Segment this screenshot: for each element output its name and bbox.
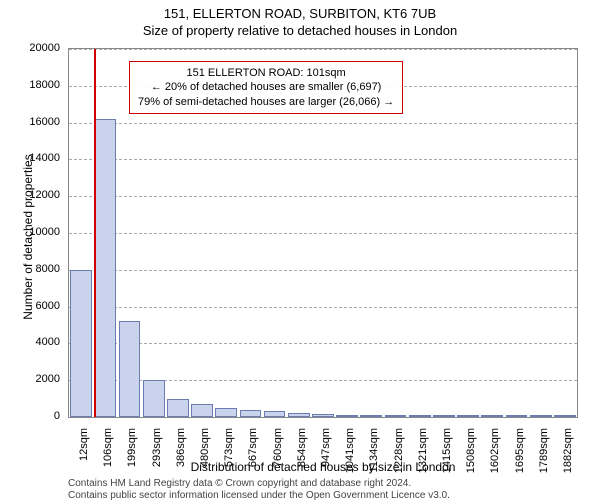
gridline xyxy=(69,270,577,271)
histogram-bar xyxy=(336,415,358,417)
annotation-box: 151 ELLERTON ROAD: 101sqm← 20% of detach… xyxy=(129,61,403,114)
y-tick-label: 18000 xyxy=(0,79,60,91)
x-tick-label: 1602sqm xyxy=(489,428,501,478)
histogram-bar xyxy=(385,415,407,417)
gridline xyxy=(69,307,577,308)
histogram-bar xyxy=(506,415,528,417)
annotation-line2: ← 20% of detached houses are smaller (6,… xyxy=(138,80,394,94)
x-tick-label: 1321sqm xyxy=(417,428,429,478)
chart-container: 151, ELLERTON ROAD, SURBITON, KT6 7UB Si… xyxy=(0,0,600,500)
x-tick-label: 1228sqm xyxy=(393,428,405,478)
x-tick-label: 854sqm xyxy=(296,428,308,478)
histogram-bar xyxy=(70,270,92,417)
histogram-bar xyxy=(167,399,189,417)
histogram-bar xyxy=(264,411,286,417)
x-tick-label: 1695sqm xyxy=(514,428,526,478)
x-tick-label: 106sqm xyxy=(102,428,114,478)
x-tick-label: 1415sqm xyxy=(441,428,453,478)
histogram-bar xyxy=(119,321,141,417)
chart-area: 151 ELLERTON ROAD: 101sqm← 20% of detach… xyxy=(68,48,578,418)
x-tick-label: 12sqm xyxy=(78,428,90,478)
histogram-bar xyxy=(94,119,116,417)
y-tick-label: 4000 xyxy=(0,336,60,348)
histogram-bar xyxy=(191,404,213,417)
x-tick-label: 760sqm xyxy=(272,428,284,478)
x-tick-label: 199sqm xyxy=(126,428,138,478)
x-tick-label: 1041sqm xyxy=(344,428,356,478)
y-tick-label: 2000 xyxy=(0,373,60,385)
y-tick-label: 8000 xyxy=(0,263,60,275)
annotation-line1: 151 ELLERTON ROAD: 101sqm xyxy=(138,66,394,80)
x-tick-label: 573sqm xyxy=(223,428,235,478)
histogram-bar xyxy=(554,415,576,417)
gridline xyxy=(69,196,577,197)
histogram-bar xyxy=(457,415,479,417)
y-tick-label: 16000 xyxy=(0,116,60,128)
histogram-bar xyxy=(240,410,262,417)
x-tick-label: 386sqm xyxy=(175,428,187,478)
histogram-bar xyxy=(409,415,431,417)
plot-region: 151 ELLERTON ROAD: 101sqm← 20% of detach… xyxy=(68,48,578,418)
gridline xyxy=(69,343,577,344)
footer-attribution: Contains HM Land Registry data © Crown c… xyxy=(68,478,450,502)
histogram-bar xyxy=(360,415,382,417)
y-tick-label: 6000 xyxy=(0,300,60,312)
histogram-bar xyxy=(530,415,552,417)
histogram-bar xyxy=(143,380,165,417)
gridline xyxy=(69,159,577,160)
y-tick-label: 12000 xyxy=(0,189,60,201)
y-tick-label: 0 xyxy=(0,410,60,422)
x-tick-label: 293sqm xyxy=(151,428,163,478)
x-tick-label: 947sqm xyxy=(320,428,332,478)
y-tick-label: 14000 xyxy=(0,152,60,164)
x-tick-label: 1882sqm xyxy=(562,428,574,478)
x-tick-label: 1789sqm xyxy=(538,428,550,478)
footer-line2: Contains public sector information licen… xyxy=(68,490,450,502)
histogram-bar xyxy=(215,408,237,417)
footer-line1: Contains HM Land Registry data © Crown c… xyxy=(68,478,450,490)
gridline xyxy=(69,123,577,124)
annotation-line3: 79% of semi-detached houses are larger (… xyxy=(138,95,394,109)
property-marker-line xyxy=(94,49,96,417)
x-tick-label: 667sqm xyxy=(247,428,259,478)
x-tick-label: 1508sqm xyxy=(465,428,477,478)
x-tick-label: 1134sqm xyxy=(368,428,380,478)
x-tick-label: 480sqm xyxy=(199,428,211,478)
gridline xyxy=(69,233,577,234)
gridline xyxy=(69,49,577,50)
y-tick-label: 10000 xyxy=(0,226,60,238)
histogram-bar xyxy=(312,414,334,417)
histogram-bar xyxy=(433,415,455,417)
chart-title-line1: 151, ELLERTON ROAD, SURBITON, KT6 7UB xyxy=(0,0,600,21)
y-tick-label: 20000 xyxy=(0,42,60,54)
histogram-bar xyxy=(481,415,503,417)
histogram-bar xyxy=(288,413,310,417)
chart-title-line2: Size of property relative to detached ho… xyxy=(0,21,600,38)
